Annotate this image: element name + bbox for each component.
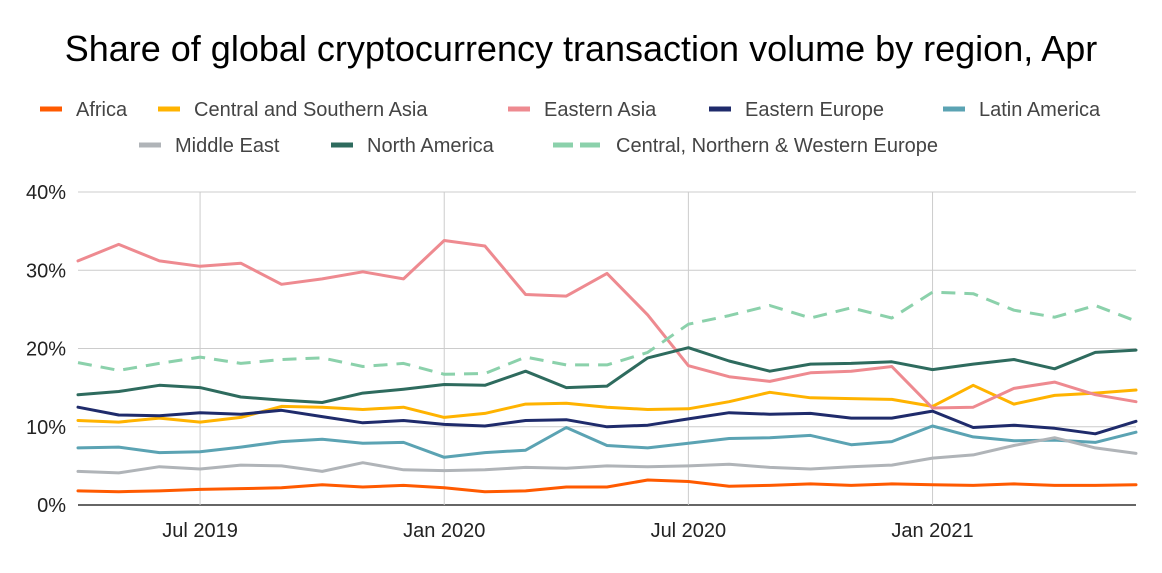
legend-item-latin-america: Latin America (943, 99, 1101, 121)
y-tick-label: 10% (26, 417, 66, 439)
series-line-latin-america (76, 424, 1138, 459)
chart-title: Share of global cryptocurrency transacti… (64, 28, 1098, 69)
x-tick-label: Jan 2020 (403, 520, 485, 542)
legend-label: Central and Southern Asia (194, 99, 428, 121)
series-line-north-america (76, 346, 1138, 404)
legend-label: Eastern Europe (745, 99, 884, 121)
legend-label: Central, Northern & Western Europe (616, 135, 938, 157)
series-line-middle-east (76, 436, 1138, 475)
y-tick-label: 40% (26, 182, 66, 204)
legend-item-central-and-southern-asia: Central and Southern Asia (158, 99, 428, 121)
legend-label: Latin America (979, 99, 1101, 121)
series-line-africa (76, 478, 1138, 494)
legend-item-eastern-asia: Eastern Asia (508, 99, 657, 121)
x-tick-label: Jan 2021 (891, 520, 973, 542)
x-axis: Jul 2019 Jan 2020 Jul 2020 Jan 2021 (162, 520, 973, 542)
legend: Africa Central and Southern Asia Eastern A… (40, 99, 1101, 157)
legend-label: Africa (76, 99, 128, 121)
x-tick-label: Jul 2019 (162, 520, 238, 542)
legend-item-africa: Africa (40, 99, 128, 121)
x-tick-label: Jul 2020 (651, 520, 727, 542)
legend-label: Eastern Asia (544, 99, 657, 121)
y-axis: 0% 10% 20% 30% 40% (26, 182, 66, 517)
legend-item-north-america: North America (331, 135, 495, 157)
legend-item-central-northern-western-europe: Central, Northern & Western Europe (553, 135, 938, 157)
y-tick-label: 0% (37, 495, 66, 517)
series-line-eastern-asia (76, 239, 1138, 410)
grid (78, 191, 1136, 506)
series-line-central-northern-western-europe (77, 290, 1137, 376)
y-tick-label: 30% (26, 260, 66, 282)
legend-item-eastern-europe: Eastern Europe (709, 99, 884, 121)
series-line-eastern-europe (76, 405, 1138, 436)
plot-area (76, 239, 1138, 494)
legend-label: North America (367, 135, 495, 157)
y-tick-label: 20% (26, 339, 66, 361)
legend-item-middle-east: Middle East (139, 135, 280, 157)
legend-label: Middle East (175, 135, 280, 157)
